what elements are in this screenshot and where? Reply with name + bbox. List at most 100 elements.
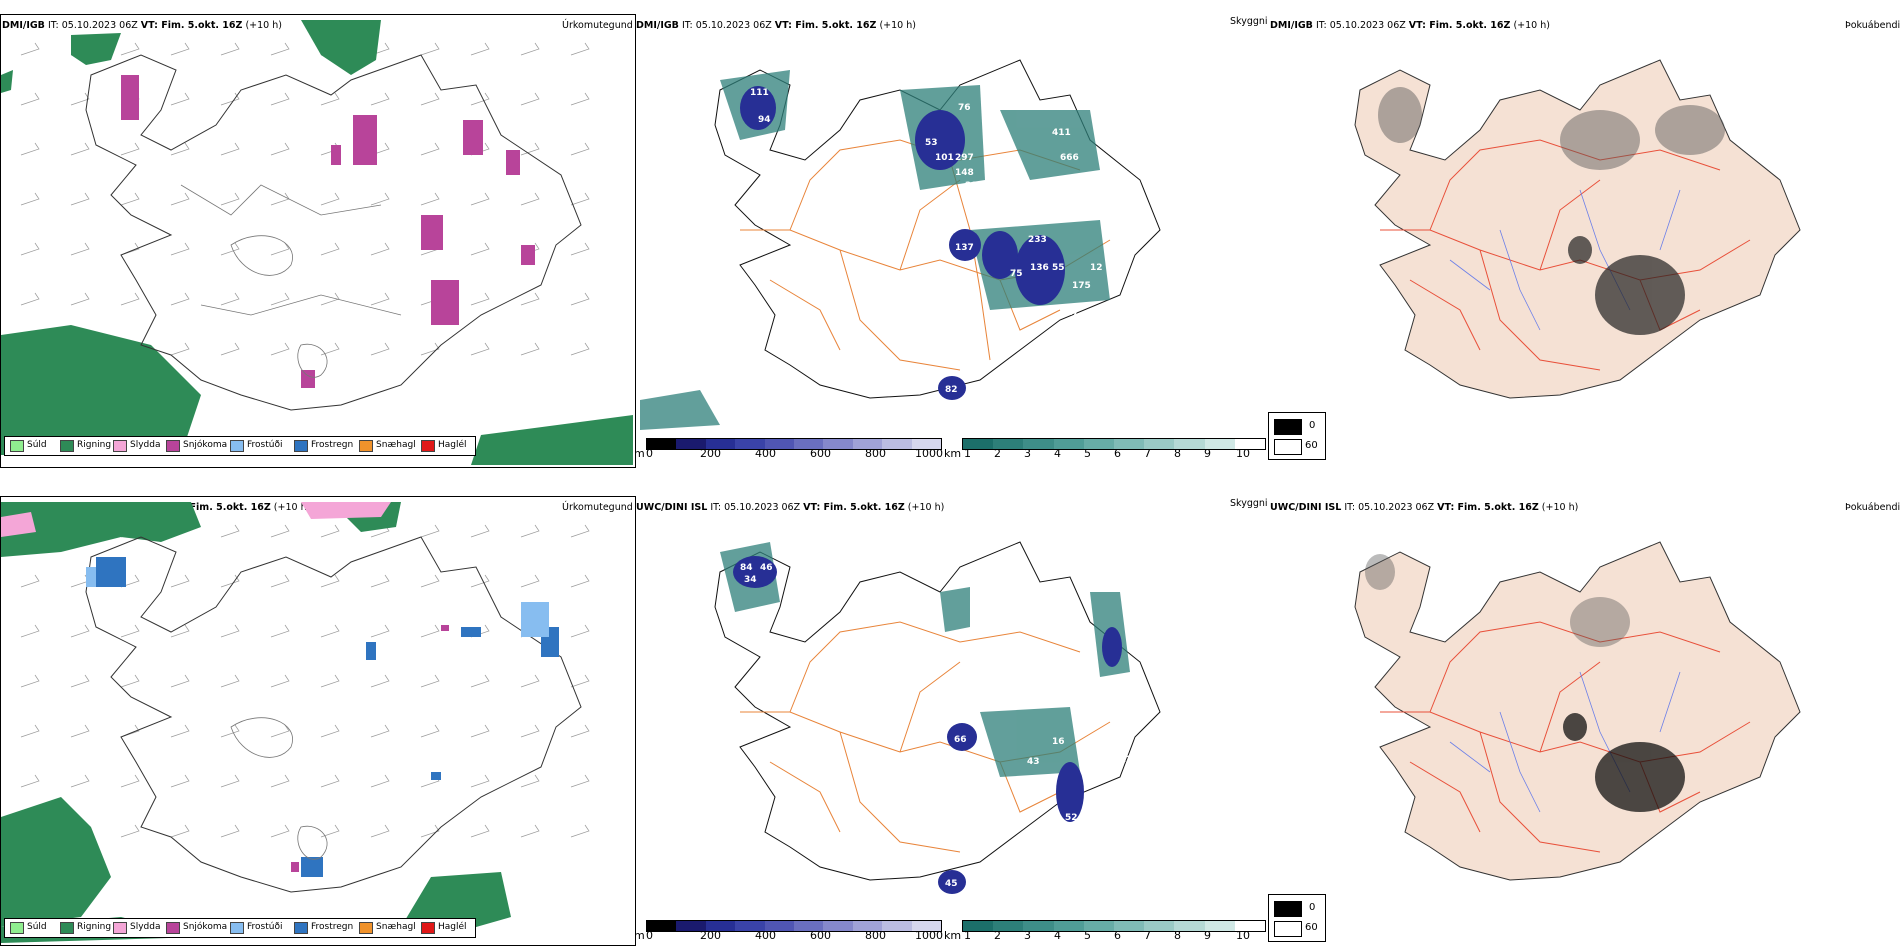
precip-type-label: Úrkomutegund (562, 502, 633, 513)
fog-area (1595, 255, 1685, 335)
rain-area-ne (301, 20, 381, 75)
precip-legend-uwc: Súld Rigning Slydda Snjókoma Frostúði Fr… (4, 918, 476, 938)
cloudbase-label: 22 (1120, 755, 1133, 765)
precip-type-panel-uwc (0, 496, 636, 946)
color-step (1083, 439, 1115, 449)
color-step (647, 921, 677, 931)
cloudbase-label: 84 (740, 563, 753, 573)
lead-time: (+10 h) (879, 20, 916, 31)
cloudbase-unit: m (634, 929, 645, 942)
precip-type-panel-dmi (0, 14, 636, 468)
panel-title-cloud-uwc: UWC/DINI ISL IT: 05.10.2023 06Z VT: Fim.… (636, 502, 944, 513)
cloudbase-tick: 0 (646, 929, 653, 942)
precip-type-map-uwc (1, 502, 590, 943)
valid-time: VT: Fim. 5.okt. 16Z (803, 502, 905, 513)
rain-area-se (471, 415, 633, 465)
precip-type-map-dmi (1, 20, 633, 465)
cloudbase-label: 111 (750, 88, 769, 98)
cloudbase-cell (1015, 235, 1065, 305)
cloudbase-tick: 200 (700, 447, 721, 460)
cloudbase-unit: m (634, 447, 645, 460)
cloudbase-label: 94 (758, 115, 771, 125)
cloudbase-colorbar-uwc (646, 920, 942, 932)
cloudbase-label: 75 (1010, 269, 1023, 279)
color-step (794, 921, 824, 931)
color-step (963, 439, 994, 449)
legend-label: Slydda (130, 922, 161, 932)
color-step (823, 439, 853, 449)
fog-area (1595, 742, 1685, 812)
cloudbase-cell (1102, 627, 1122, 667)
color-step (1204, 439, 1235, 449)
color-step (823, 921, 853, 931)
freezing-rain-cell (461, 627, 481, 637)
valid-time: VT: Fim. 5.okt. 16Z (169, 502, 271, 513)
lead-time: (+10 h) (273, 502, 311, 513)
freezing-rain-cell (431, 772, 441, 780)
cloudbase-label: 148 (955, 168, 974, 178)
valid-time: VT: Fim. 5.okt. 16Z (774, 20, 877, 31)
legend-swatch (166, 922, 180, 934)
fog-area (1568, 236, 1592, 264)
legend-label: Slydda (130, 440, 161, 450)
fog-area (1378, 87, 1422, 143)
visibility-area (940, 587, 970, 632)
panel-title-cloud-dmi: DMI/IGB IT: 05.10.2023 06Z VT: Fim. 5.ok… (636, 20, 916, 31)
legend-label: Frostregn (311, 440, 354, 450)
cloudbase-tick: 600 (810, 447, 831, 460)
terrain-contour (230, 235, 293, 276)
road-network (740, 109, 1111, 371)
freezing-rain-cell (96, 557, 126, 587)
cloudbase-label: 34 (744, 575, 757, 585)
legend-swatch (294, 922, 308, 934)
legend-swatch (359, 922, 373, 934)
legend-label: Snjókoma (183, 440, 228, 450)
color-step (1234, 439, 1266, 449)
iceland-land (1354, 541, 1801, 881)
snow-cell (291, 862, 299, 872)
cloudbase-label: 666 (1060, 153, 1079, 163)
visibility-area (640, 390, 720, 430)
cloudbase-label: 233 (1028, 235, 1047, 245)
fog-legend-dmi: 0 60 (1268, 412, 1326, 460)
iceland-coastline (85, 536, 582, 893)
fog-swatch-black (1274, 419, 1302, 435)
legend-swatch (421, 922, 435, 934)
lead-time: (+10 h) (1541, 502, 1579, 513)
visibility-tick: 8 (1174, 447, 1181, 460)
color-step (1053, 439, 1084, 449)
cloudbase-cell (982, 231, 1018, 279)
cloudbase-label: 127 (1060, 308, 1079, 318)
visibility-tick: 1 (964, 447, 971, 460)
visibility-tick: 4 (1054, 929, 1061, 942)
color-step (1083, 921, 1115, 931)
cloudbase-tick: 800 (865, 447, 886, 460)
visibility-tick: 5 (1084, 929, 1091, 942)
cloudbase-tick: 600 (810, 929, 831, 942)
cloudbase-cell (1056, 762, 1084, 822)
fog-swatch-white (1274, 921, 1302, 937)
legend-swatch (421, 440, 435, 452)
legend-label: Frostúði (247, 440, 283, 450)
visibility-tick: 7 (1144, 929, 1151, 942)
cloudbase-tick: 0 (646, 447, 653, 460)
fog-area (1655, 105, 1725, 155)
legend-swatch (10, 922, 24, 934)
cloudbase-label: 16 (1052, 737, 1065, 747)
legend-label: Snæhagl (376, 922, 416, 932)
cloudbase-cell (938, 376, 966, 400)
cloudbase-colorbar-dmi (646, 438, 942, 450)
legend-label: Frostregn (311, 922, 354, 932)
visibility-tick: 7 (1144, 447, 1151, 460)
legend-label: Snjókoma (183, 922, 228, 932)
snow-cell (331, 145, 341, 165)
legend-swatch (230, 440, 244, 452)
cloudbase-tick: 400 (755, 447, 776, 460)
color-step (1204, 921, 1235, 931)
panel-title-precip-dmi: DMI/IGB IT: 05.10.2023 06Z VT: Fim. 5.ok… (2, 20, 282, 31)
cloudbase-label: 43 (1027, 757, 1040, 767)
color-step (647, 439, 677, 449)
fog-map-uwc (1354, 541, 1801, 881)
sleet-area (1, 512, 36, 537)
color-step (1053, 921, 1084, 931)
